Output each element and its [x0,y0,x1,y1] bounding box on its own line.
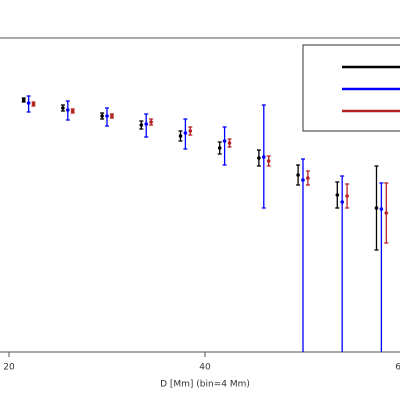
point [335,193,340,197]
point [217,146,222,150]
point [340,200,344,204]
point [21,98,26,102]
point [183,131,188,135]
point [306,176,310,180]
point [144,122,149,126]
error-bar [379,182,384,352]
point [266,159,271,163]
error-bar [300,158,305,352]
point [227,141,232,145]
point [110,114,114,118]
error-bar [222,126,227,166]
point [222,139,227,143]
point [261,155,266,159]
point [257,156,261,160]
point [149,120,153,124]
point [188,129,193,133]
point [384,211,389,215]
point [66,108,70,112]
point [139,123,144,127]
point [61,106,65,110]
plot-area [21,95,389,352]
x-axis-label: D [Mm] (bin=4 Mm) [160,380,250,390]
point [296,173,300,177]
x-tick-label: 40 [199,363,211,373]
point [105,114,109,118]
point [178,134,183,138]
point [379,207,384,211]
point [345,194,349,198]
point [70,109,75,113]
error-bar [340,175,345,352]
point [374,206,379,210]
x-tick-label: 60 [395,363,400,373]
point [26,101,31,105]
point [301,178,305,182]
point [31,102,36,106]
x-tick-label: 20 [3,363,15,373]
point [100,114,104,118]
